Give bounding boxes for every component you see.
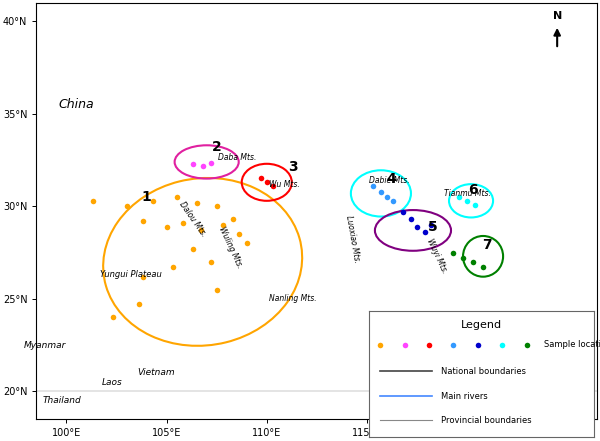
Text: Wu Mts.: Wu Mts. [269, 179, 300, 189]
Text: N: N [553, 11, 562, 21]
Text: Provincial boundaries: Provincial boundaries [441, 416, 532, 425]
Text: 5: 5 [428, 220, 438, 234]
Text: Nanling Mts.: Nanling Mts. [269, 295, 317, 303]
Text: Laos: Laos [102, 377, 123, 387]
Text: 7: 7 [482, 238, 492, 252]
Text: Main rivers: Main rivers [441, 392, 488, 401]
Text: Myanmar: Myanmar [23, 340, 65, 350]
Text: 6: 6 [468, 183, 478, 197]
Text: 1: 1 [142, 190, 151, 204]
Text: Thailand: Thailand [43, 396, 82, 405]
Text: Yungui Plateau: Yungui Plateau [100, 270, 161, 279]
Text: China: China [59, 98, 94, 111]
Text: National boundaries: National boundaries [441, 367, 526, 376]
Text: 2: 2 [212, 140, 221, 154]
Text: 3: 3 [288, 161, 298, 175]
Text: Wuling Mts.: Wuling Mts. [217, 225, 244, 269]
Text: 4: 4 [386, 172, 396, 186]
Text: Tianmu Mts.: Tianmu Mts. [443, 189, 490, 198]
Text: Luoxiao Mts.: Luoxiao Mts. [344, 215, 361, 264]
Text: Dalou Mts.: Dalou Mts. [178, 200, 208, 239]
Text: Legend: Legend [461, 320, 502, 330]
Text: Wuyi Mts.: Wuyi Mts. [425, 238, 449, 275]
Text: Daba Mts.: Daba Mts. [218, 153, 256, 162]
Text: Sample locations: Sample locations [545, 340, 600, 349]
Text: Dabie Mts.: Dabie Mts. [368, 176, 409, 185]
Text: Vietnam: Vietnam [138, 368, 175, 377]
